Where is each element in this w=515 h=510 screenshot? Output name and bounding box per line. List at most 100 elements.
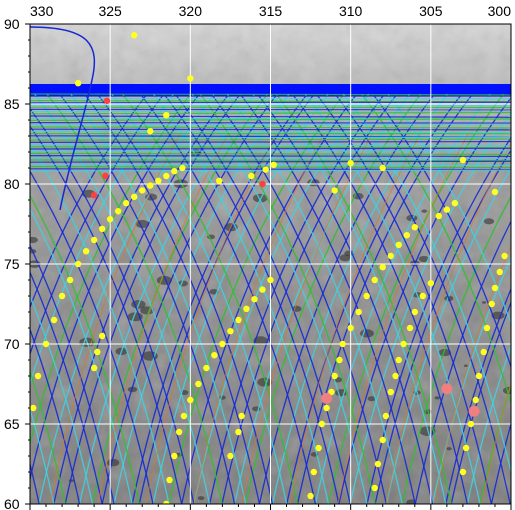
- lunar-surface-background: [0, 24, 511, 504]
- orbit-track-ascending: [221, 93, 398, 504]
- orbit-track-descending: [0, 94, 16, 504]
- footprint-point-yellow: [123, 200, 130, 207]
- latitude-tick-labels: 90 85 80 75 70 65 60: [4, 16, 20, 510]
- footprint-point-yellow: [427, 280, 435, 287]
- crater-shadow: [418, 255, 430, 263]
- footprint-point-yellow: [496, 268, 503, 276]
- footprint-point-yellow: [419, 292, 427, 300]
- orbit-track-ascending: [414, 219, 511, 504]
- latitude-tick-label: 65: [4, 416, 20, 432]
- orbit-track-descending: [30, 144, 170, 504]
- footprint-point-yellow: [270, 161, 277, 168]
- footprint-point-pink: [468, 405, 480, 417]
- footprint-point-yellow: [395, 356, 402, 364]
- footprint-point-yellow: [387, 252, 394, 260]
- orbit-track-ascending: [338, 96, 511, 504]
- orbit-track-ascending: [181, 93, 358, 504]
- longitude-tick-label: 310: [339, 3, 363, 19]
- footprint-point-yellow: [171, 168, 178, 175]
- orbit-track-orange: [433, 244, 511, 504]
- footprint-point-yellow: [179, 164, 186, 172]
- footprint-point-yellow: [34, 372, 42, 380]
- footprint-point-yellow: [171, 452, 178, 460]
- footprint-point-yellow: [371, 484, 378, 492]
- footprint-point-yellow: [259, 286, 266, 293]
- orbit-track-ascending: [296, 93, 474, 504]
- orbit-track-ascending: [466, 344, 511, 504]
- footprint-point-yellow: [379, 264, 386, 271]
- footprint-point-yellow: [395, 241, 402, 248]
- footprint-point-yellow: [147, 128, 154, 135]
- footprint-point-yellow: [339, 340, 346, 348]
- footprint-point-yellow: [467, 420, 475, 428]
- footprint-point-yellow: [363, 292, 370, 300]
- footprint-point-yellow: [379, 436, 386, 444]
- orbit-track-descending: [163, 93, 340, 504]
- footprint-point-yellow: [114, 208, 122, 215]
- longitude-tick-label: 325: [98, 3, 122, 19]
- footprint-point-red: [103, 97, 111, 105]
- crater-shadow: [197, 496, 205, 501]
- orbit-track-descending: [342, 93, 511, 475]
- footprint-point-yellow: [98, 332, 106, 340]
- footprint-point-yellow: [328, 388, 335, 396]
- orbit-track-ascending: [245, 93, 422, 504]
- footprint-point-yellow: [139, 187, 146, 194]
- footprint-point-yellow: [195, 380, 202, 388]
- orbit-track-orange: [145, 133, 277, 504]
- orbit-track-descending: [334, 93, 511, 504]
- orbit-track-ascending: [53, 93, 230, 504]
- footprint-point-yellow: [227, 328, 234, 335]
- footprint-point-yellow: [42, 340, 50, 348]
- footprint-point-yellow: [459, 156, 467, 164]
- footprint-point-red: [259, 180, 266, 188]
- footprint-point-yellow: [180, 412, 188, 420]
- longitude-tick-labels: 330 325 320 315 310 305 300: [30, 3, 511, 19]
- orbit-track-ascending: [286, 93, 463, 504]
- footprint-point-yellow: [387, 388, 394, 396]
- footprint-point-yellow: [163, 172, 170, 180]
- footprint-point-yellow: [215, 177, 223, 184]
- orbit-track-orange: [97, 133, 229, 504]
- footprint-point-yellow: [483, 324, 491, 332]
- crater-shadow: [367, 396, 376, 402]
- footprint-point-yellow: [371, 276, 378, 284]
- footprint-point-yellow: [248, 172, 255, 180]
- footprint-point-yellow: [166, 476, 173, 484]
- footprint-point-yellow: [411, 308, 418, 316]
- footprint-point-yellow: [243, 305, 250, 312]
- footprint-point-yellow: [131, 193, 138, 200]
- footprint-point-yellow: [310, 468, 317, 476]
- latitude-tick-label: 80: [4, 176, 20, 192]
- crater-shadow: [257, 377, 273, 387]
- footprint-point-yellow: [411, 224, 418, 231]
- orbit-track-ascending: [152, 93, 329, 504]
- footprint-point-yellow: [147, 182, 154, 189]
- footprint-point-yellow: [435, 212, 443, 220]
- orbit-track-ascending: [314, 93, 491, 504]
- footprint-point-yellow: [347, 324, 354, 332]
- orbit-track-orange: [289, 133, 421, 504]
- footprint-point-yellow: [175, 428, 183, 436]
- orbit-track-descending: [30, 270, 103, 504]
- footprint-point-yellow: [94, 348, 101, 356]
- plot-frame: [29, 23, 512, 505]
- footprint-point-yellow: [501, 252, 508, 260]
- footprint-point-yellow: [443, 206, 451, 213]
- orbit-track-ascending: [233, 93, 411, 504]
- footprint-point-yellow: [238, 412, 245, 420]
- longitude-tick-label: 305: [419, 3, 443, 19]
- latitude-tick-label: 70: [4, 336, 20, 352]
- footprint-point-yellow: [403, 232, 410, 239]
- orbit-track-descending: [30, 369, 66, 504]
- orbit-track-ascending: [450, 300, 511, 504]
- orbit-track-ascending: [30, 93, 200, 482]
- footprint-point-yellow: [472, 396, 479, 404]
- orbit-track-descending: [361, 93, 511, 406]
- footprint-point-yellow: [58, 292, 66, 300]
- orbit-track-descending: [199, 93, 376, 504]
- crater-shadow: [106, 458, 120, 467]
- orbit-track-descending: [139, 93, 317, 504]
